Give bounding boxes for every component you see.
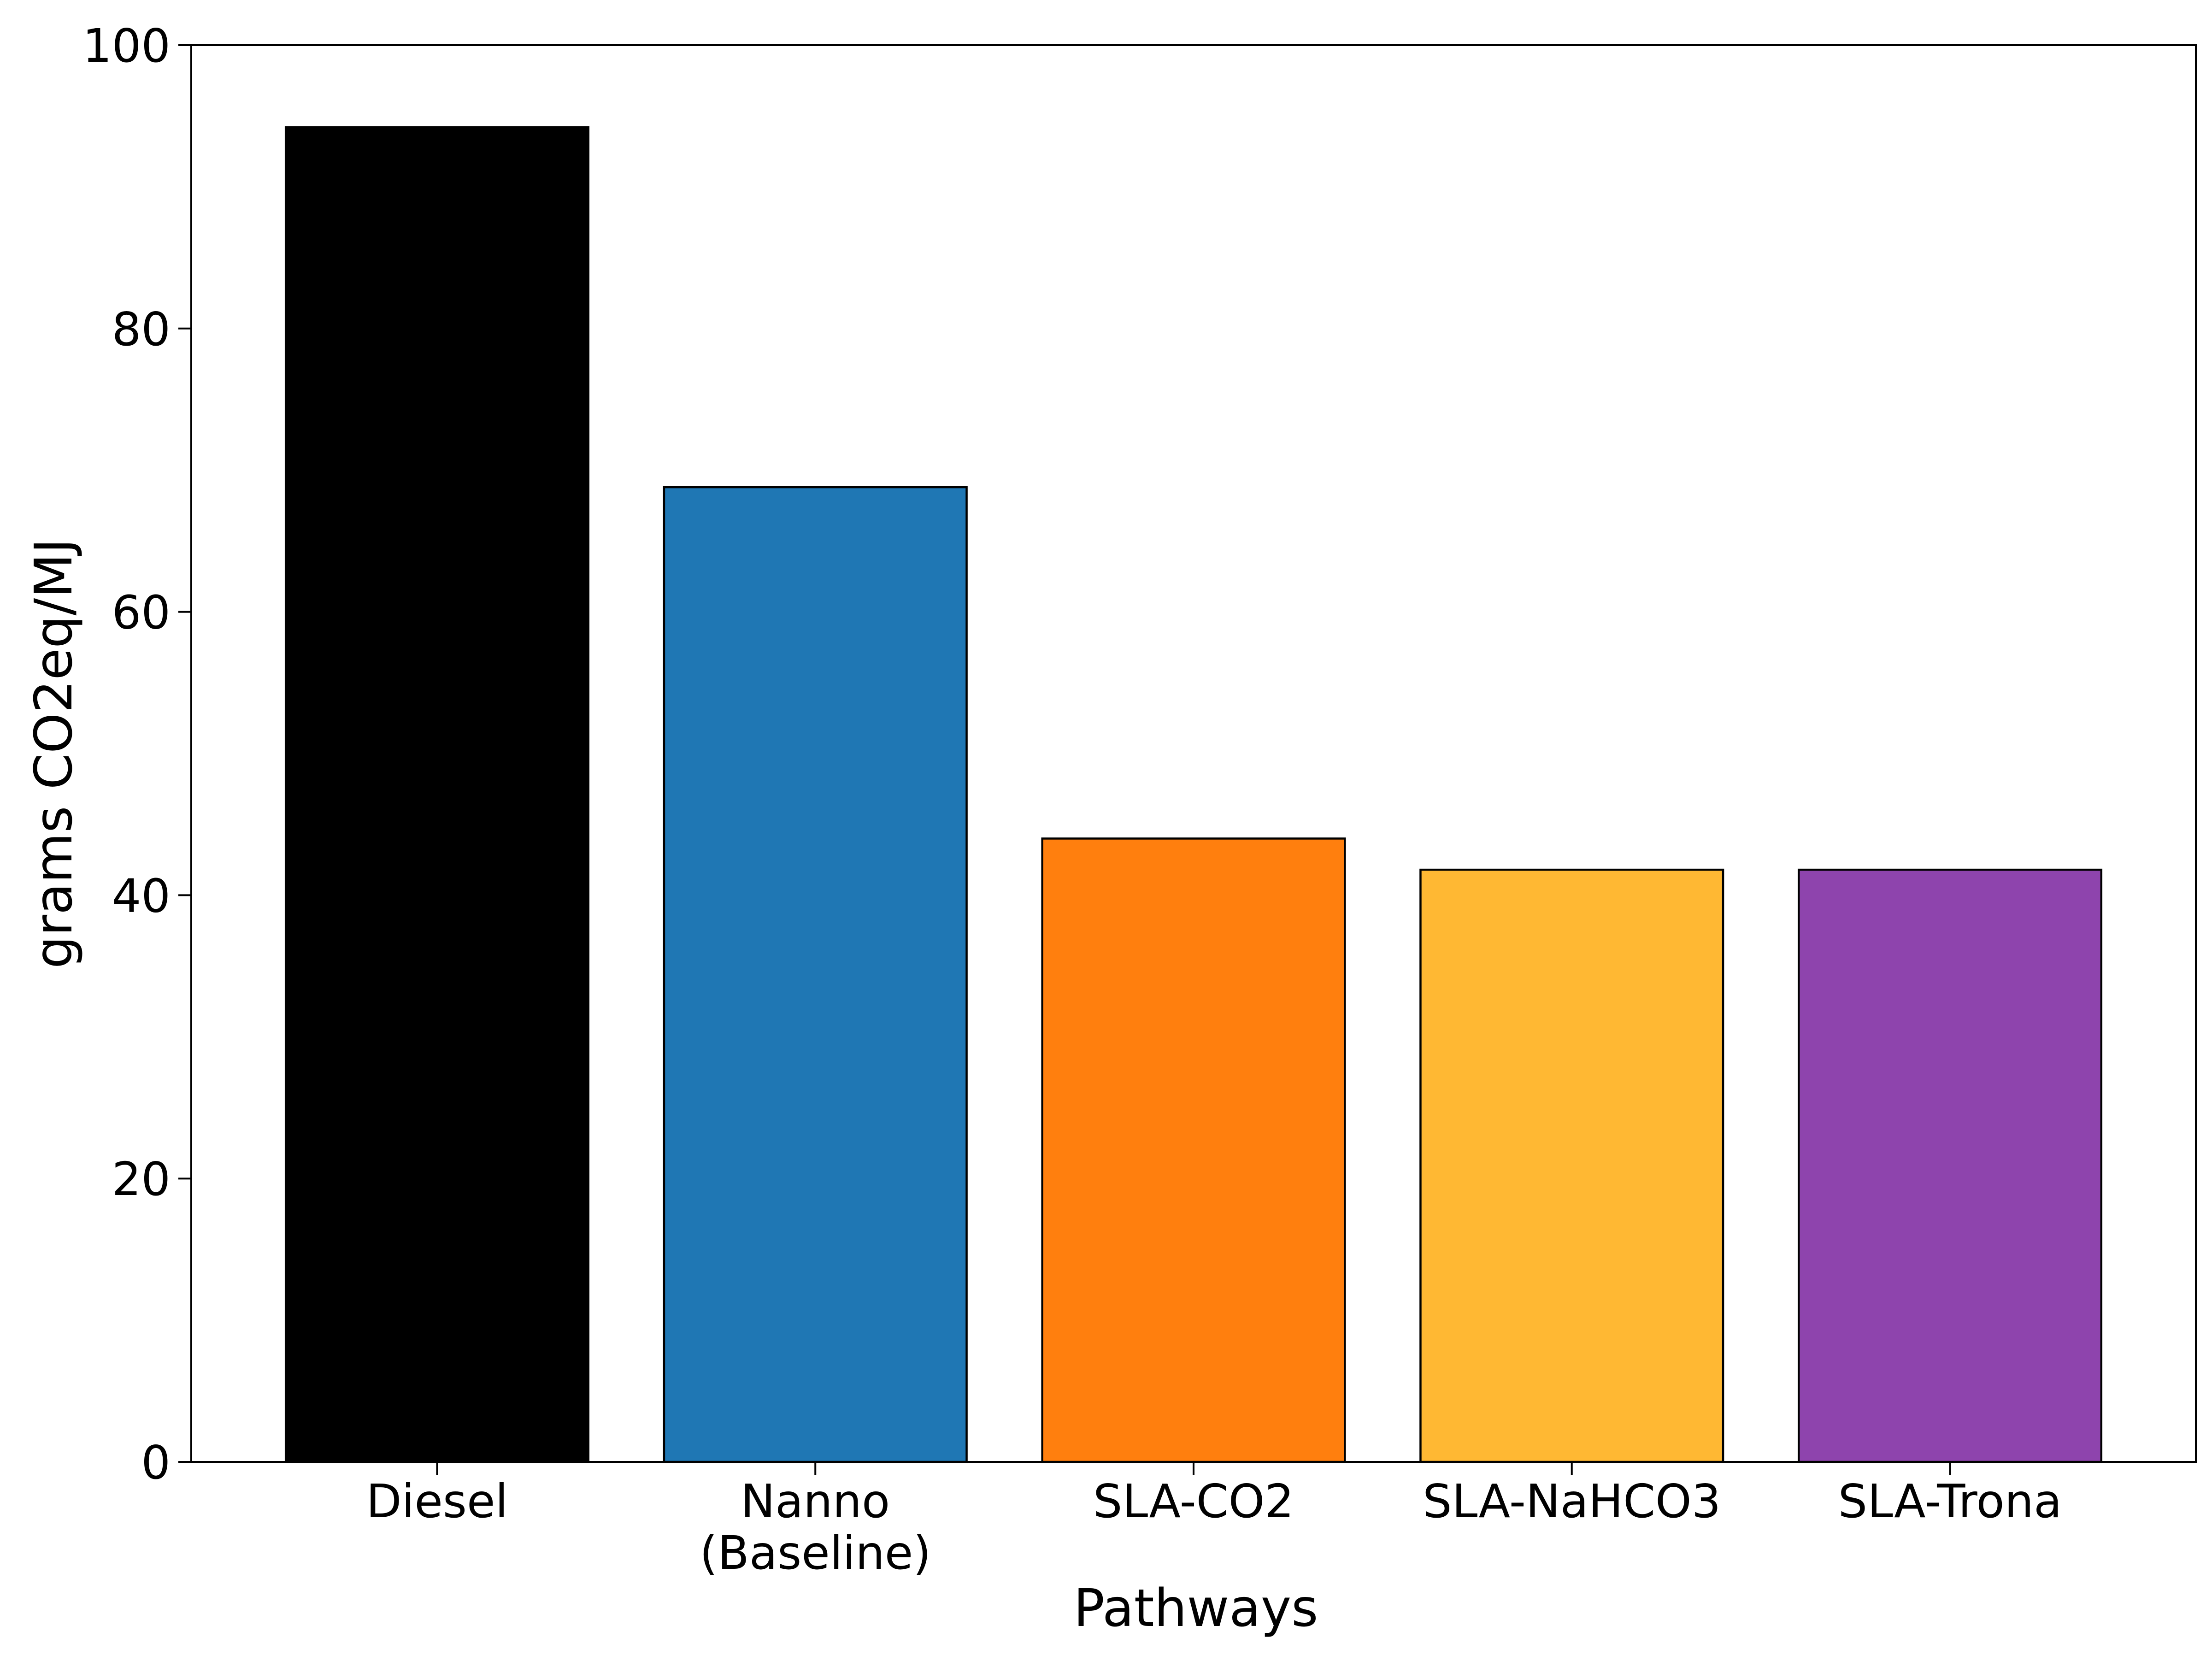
y-tick-label: 40 — [112, 869, 171, 923]
x-axis-label: Pathways — [1074, 1579, 1318, 1638]
y-tick-label: 100 — [82, 19, 171, 73]
y-tick-label: 60 — [112, 586, 171, 640]
bar-0 — [284, 126, 590, 1463]
y-tick-label: 0 — [141, 1436, 171, 1490]
y-tick-label: 20 — [112, 1152, 171, 1206]
y-tick-label: 80 — [112, 302, 171, 356]
y-axis-label: grams CO2eq/MJ — [24, 538, 84, 969]
ticks-layer: 0 20 40 60 80 100 Diesel Nanno(Baseline) SLA-CO2… — [82, 19, 2062, 1580]
bar-2 — [1041, 837, 1346, 1463]
bar-3 — [1419, 868, 1724, 1463]
bar-4 — [1797, 868, 2103, 1463]
x-tick-label: SLA-NaHCO3 — [1423, 1474, 1721, 1528]
bar-1 — [663, 486, 968, 1463]
x-tick-label: Nanno — [741, 1474, 890, 1528]
bars-layer — [284, 126, 2103, 1463]
x-tick-label: Diesel — [366, 1474, 508, 1528]
x-tick-label: SLA-Trona — [1838, 1474, 2062, 1528]
x-tick-label: SLA-CO2 — [1093, 1474, 1294, 1528]
x-tick-label: (Baseline) — [700, 1526, 931, 1580]
